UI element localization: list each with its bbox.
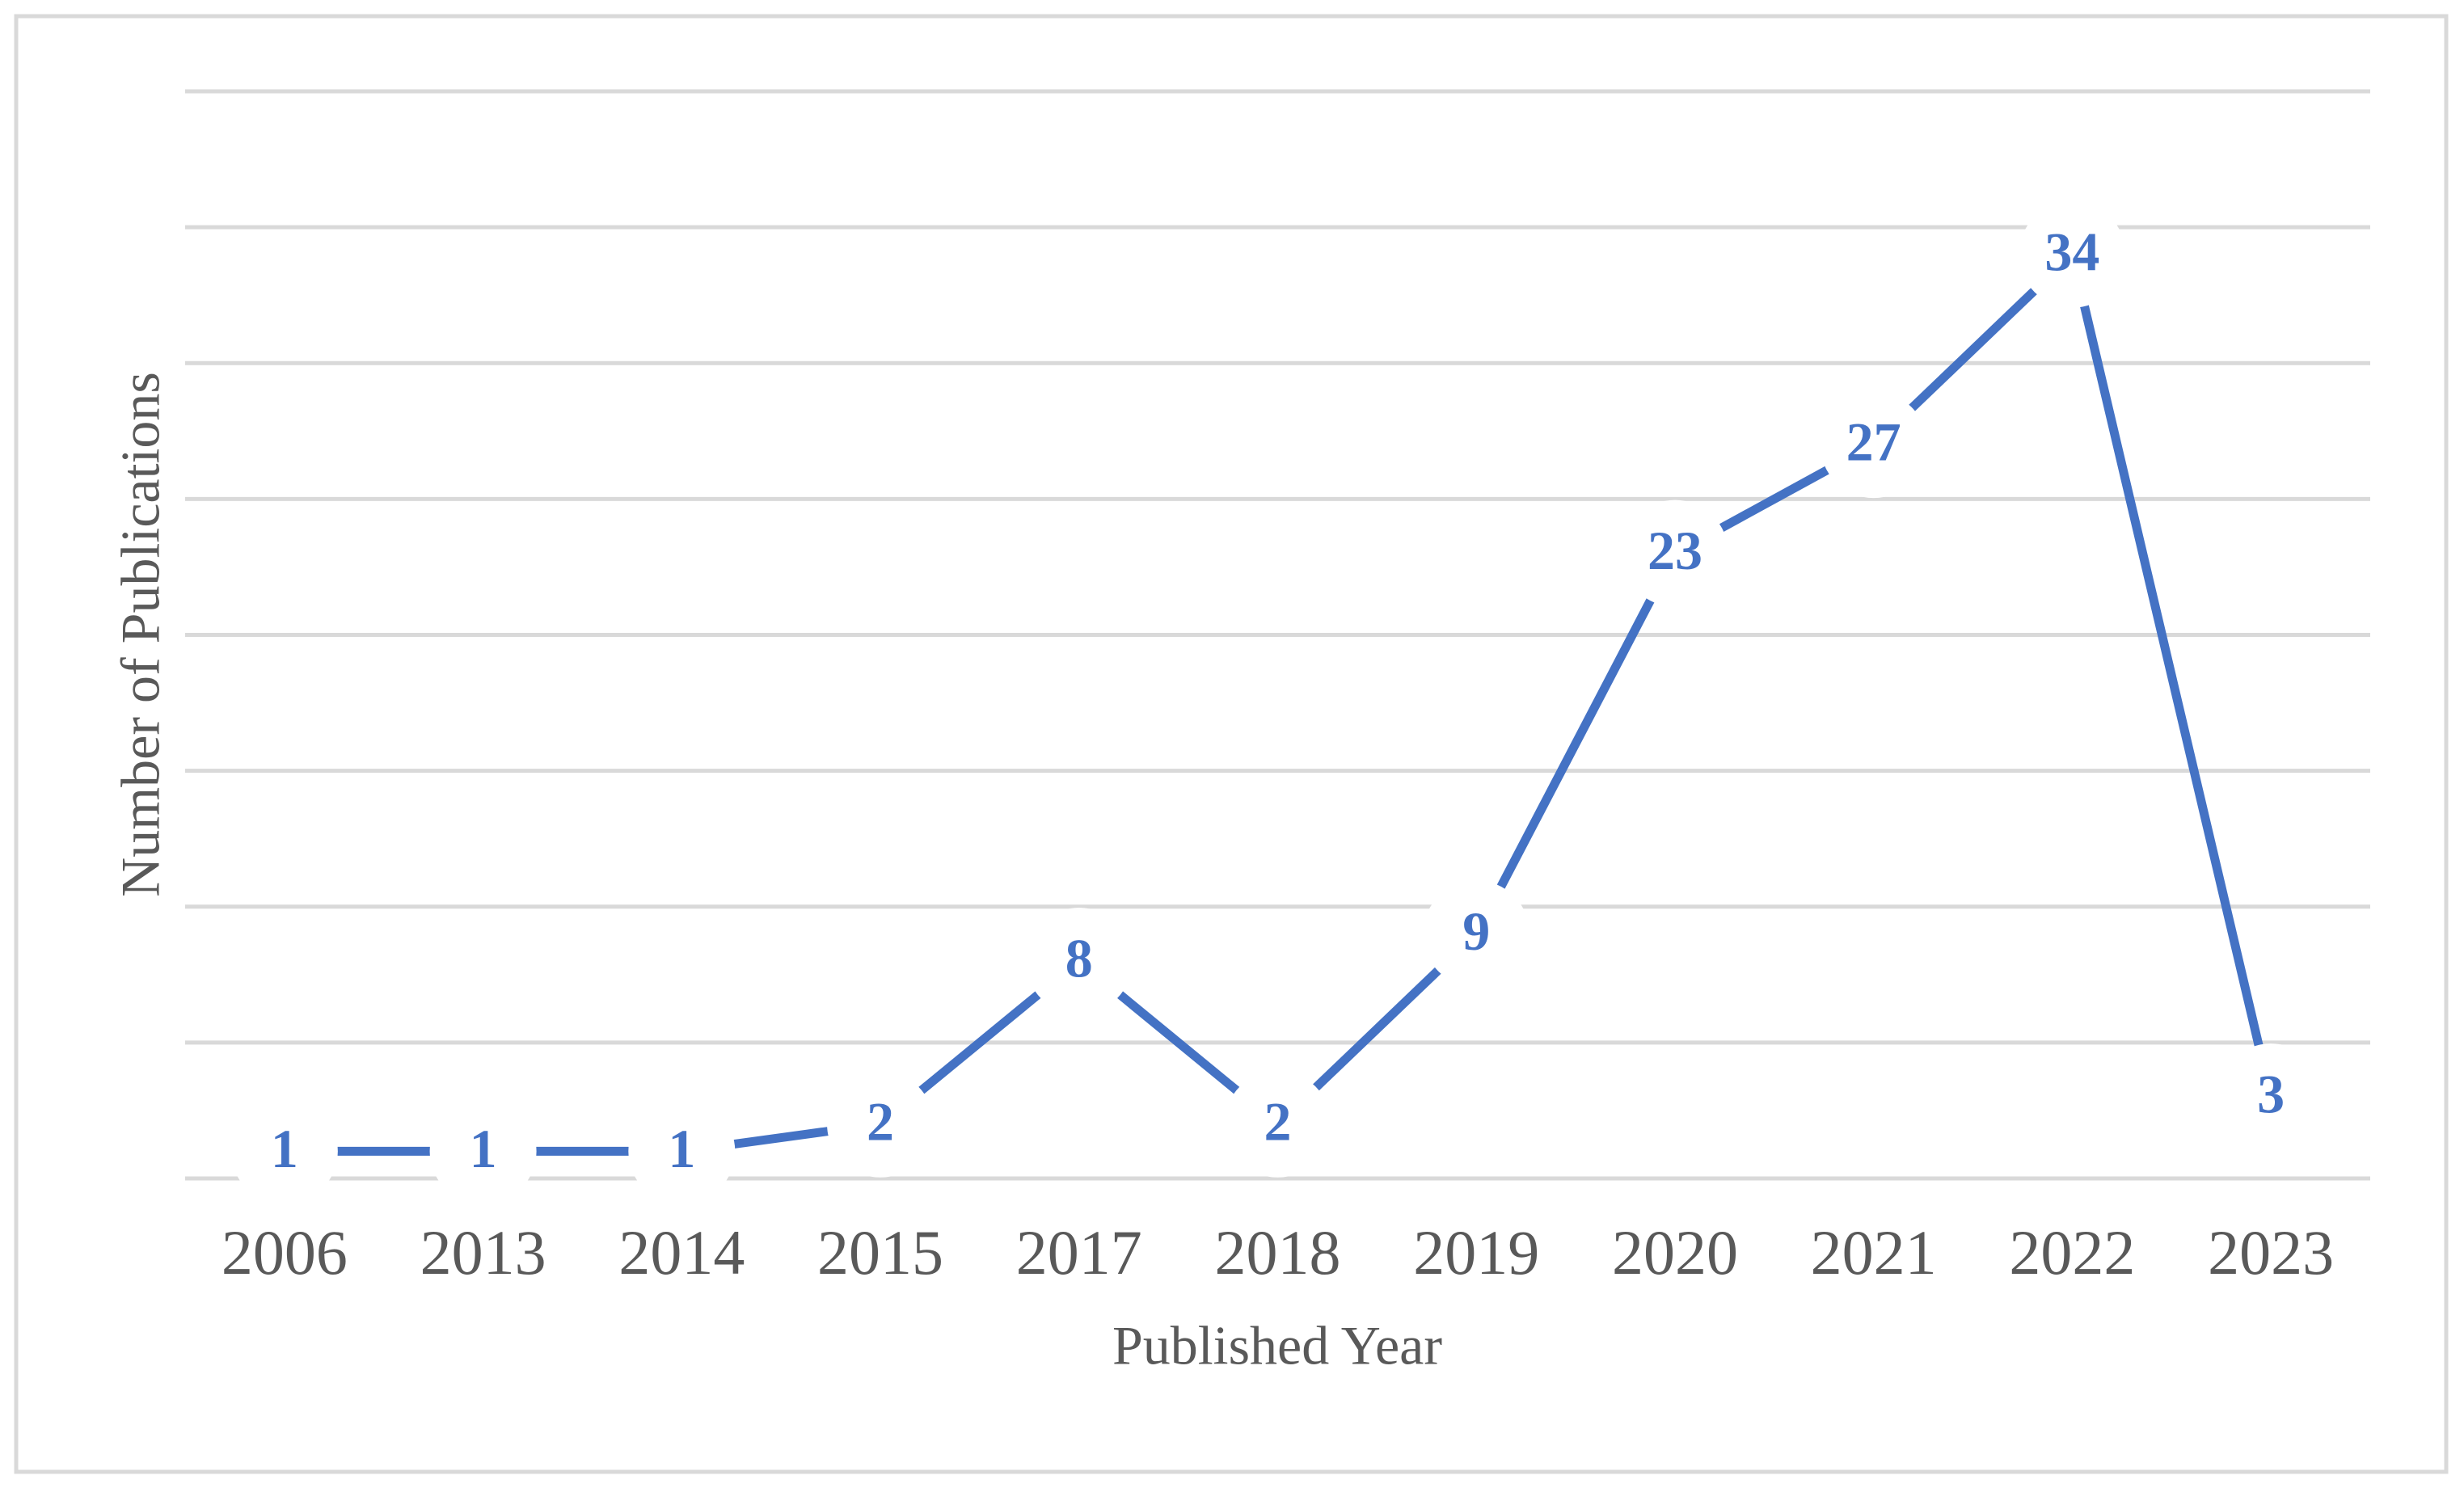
data-label: 9 bbox=[1462, 900, 1490, 962]
data-label-background bbox=[429, 1098, 537, 1205]
data-label: 27 bbox=[1846, 411, 1901, 473]
data-label: 23 bbox=[1648, 520, 1702, 581]
data-label-background bbox=[628, 1098, 736, 1205]
data-label-background bbox=[1621, 500, 1728, 607]
x-tick-label: 2018 bbox=[1215, 1217, 1341, 1288]
data-label: 1 bbox=[668, 1118, 695, 1179]
x-tick-label: 2006 bbox=[222, 1217, 348, 1288]
x-tick-label: 2022 bbox=[2009, 1217, 2135, 1288]
x-tick-label: 2014 bbox=[618, 1217, 745, 1288]
data-label-background bbox=[230, 1098, 338, 1205]
x-tick-label: 2017 bbox=[1016, 1217, 1142, 1288]
data-label: 1 bbox=[470, 1118, 497, 1179]
x-tick-label: 2021 bbox=[1811, 1217, 1937, 1288]
data-label: 8 bbox=[1065, 928, 1093, 989]
y-axis-title: Number of Publications bbox=[110, 372, 171, 897]
x-tick-label: 2015 bbox=[817, 1217, 943, 1288]
x-tick-label: 2019 bbox=[1413, 1217, 1539, 1288]
x-axis-title: Published Year bbox=[1112, 1315, 1442, 1376]
data-label-background bbox=[2217, 1043, 2325, 1151]
data-label-background bbox=[2019, 200, 2126, 308]
data-label: 2 bbox=[867, 1090, 894, 1152]
data-label-background bbox=[1423, 880, 1530, 988]
x-tick-label: 2023 bbox=[2208, 1217, 2334, 1288]
data-label: 2 bbox=[1264, 1090, 1292, 1152]
x-tick-label: 2013 bbox=[420, 1217, 546, 1288]
data-label-background bbox=[1820, 391, 1927, 499]
data-label-background bbox=[827, 1070, 935, 1178]
data-label: 3 bbox=[2257, 1064, 2285, 1125]
data-label-background bbox=[1025, 908, 1133, 1014]
data-label: 34 bbox=[2044, 221, 2099, 282]
x-tick-label: 2020 bbox=[1612, 1217, 1738, 1288]
data-label-background bbox=[1224, 1070, 1331, 1178]
data-label: 1 bbox=[271, 1118, 298, 1179]
